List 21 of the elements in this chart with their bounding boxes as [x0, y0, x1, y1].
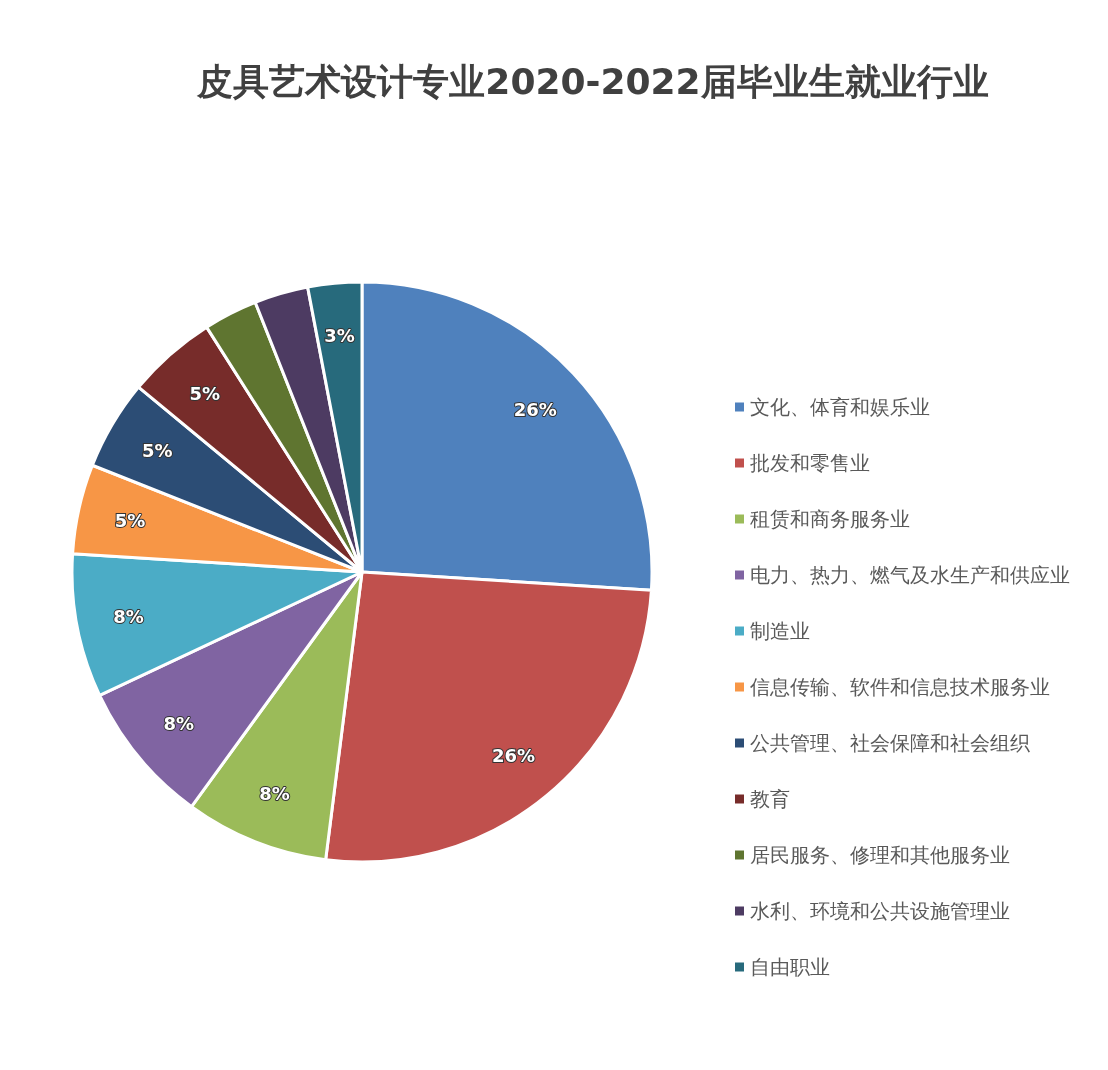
- legend-label: 租赁和商务服务业: [750, 507, 910, 531]
- data-label: 8%: [113, 606, 144, 628]
- legend-label: 教育: [750, 787, 790, 811]
- legend-label: 电力、热力、燃气及水生产和供应业: [750, 563, 1070, 587]
- data-label: 5%: [189, 383, 221, 405]
- legend-label: 公共管理、社会保障和社会组织: [750, 731, 1030, 755]
- data-label: 8%: [259, 782, 290, 804]
- legend-label: 批发和零售业: [750, 451, 870, 475]
- data-label: 8%: [163, 713, 195, 735]
- chart-title: 皮具艺术设计专业2020-2022届毕业生就业行业: [196, 60, 989, 102]
- data-label: 26%: [513, 398, 557, 420]
- legend-label: 自由职业: [750, 955, 830, 979]
- legend-label: 制造业: [750, 619, 810, 643]
- legend-label: 文化、体育和娱乐业: [750, 395, 930, 419]
- data-label: 3%: [324, 324, 355, 346]
- legend-label: 居民服务、修理和其他服务业: [750, 843, 1010, 867]
- data-label: 5%: [142, 440, 173, 462]
- data-label: 5%: [114, 509, 146, 531]
- legend-label: 信息传输、软件和信息技术服务业: [750, 675, 1050, 699]
- legend-label: 水利、环境和公共设施管理业: [750, 899, 1010, 923]
- data-label: 26%: [492, 744, 536, 766]
